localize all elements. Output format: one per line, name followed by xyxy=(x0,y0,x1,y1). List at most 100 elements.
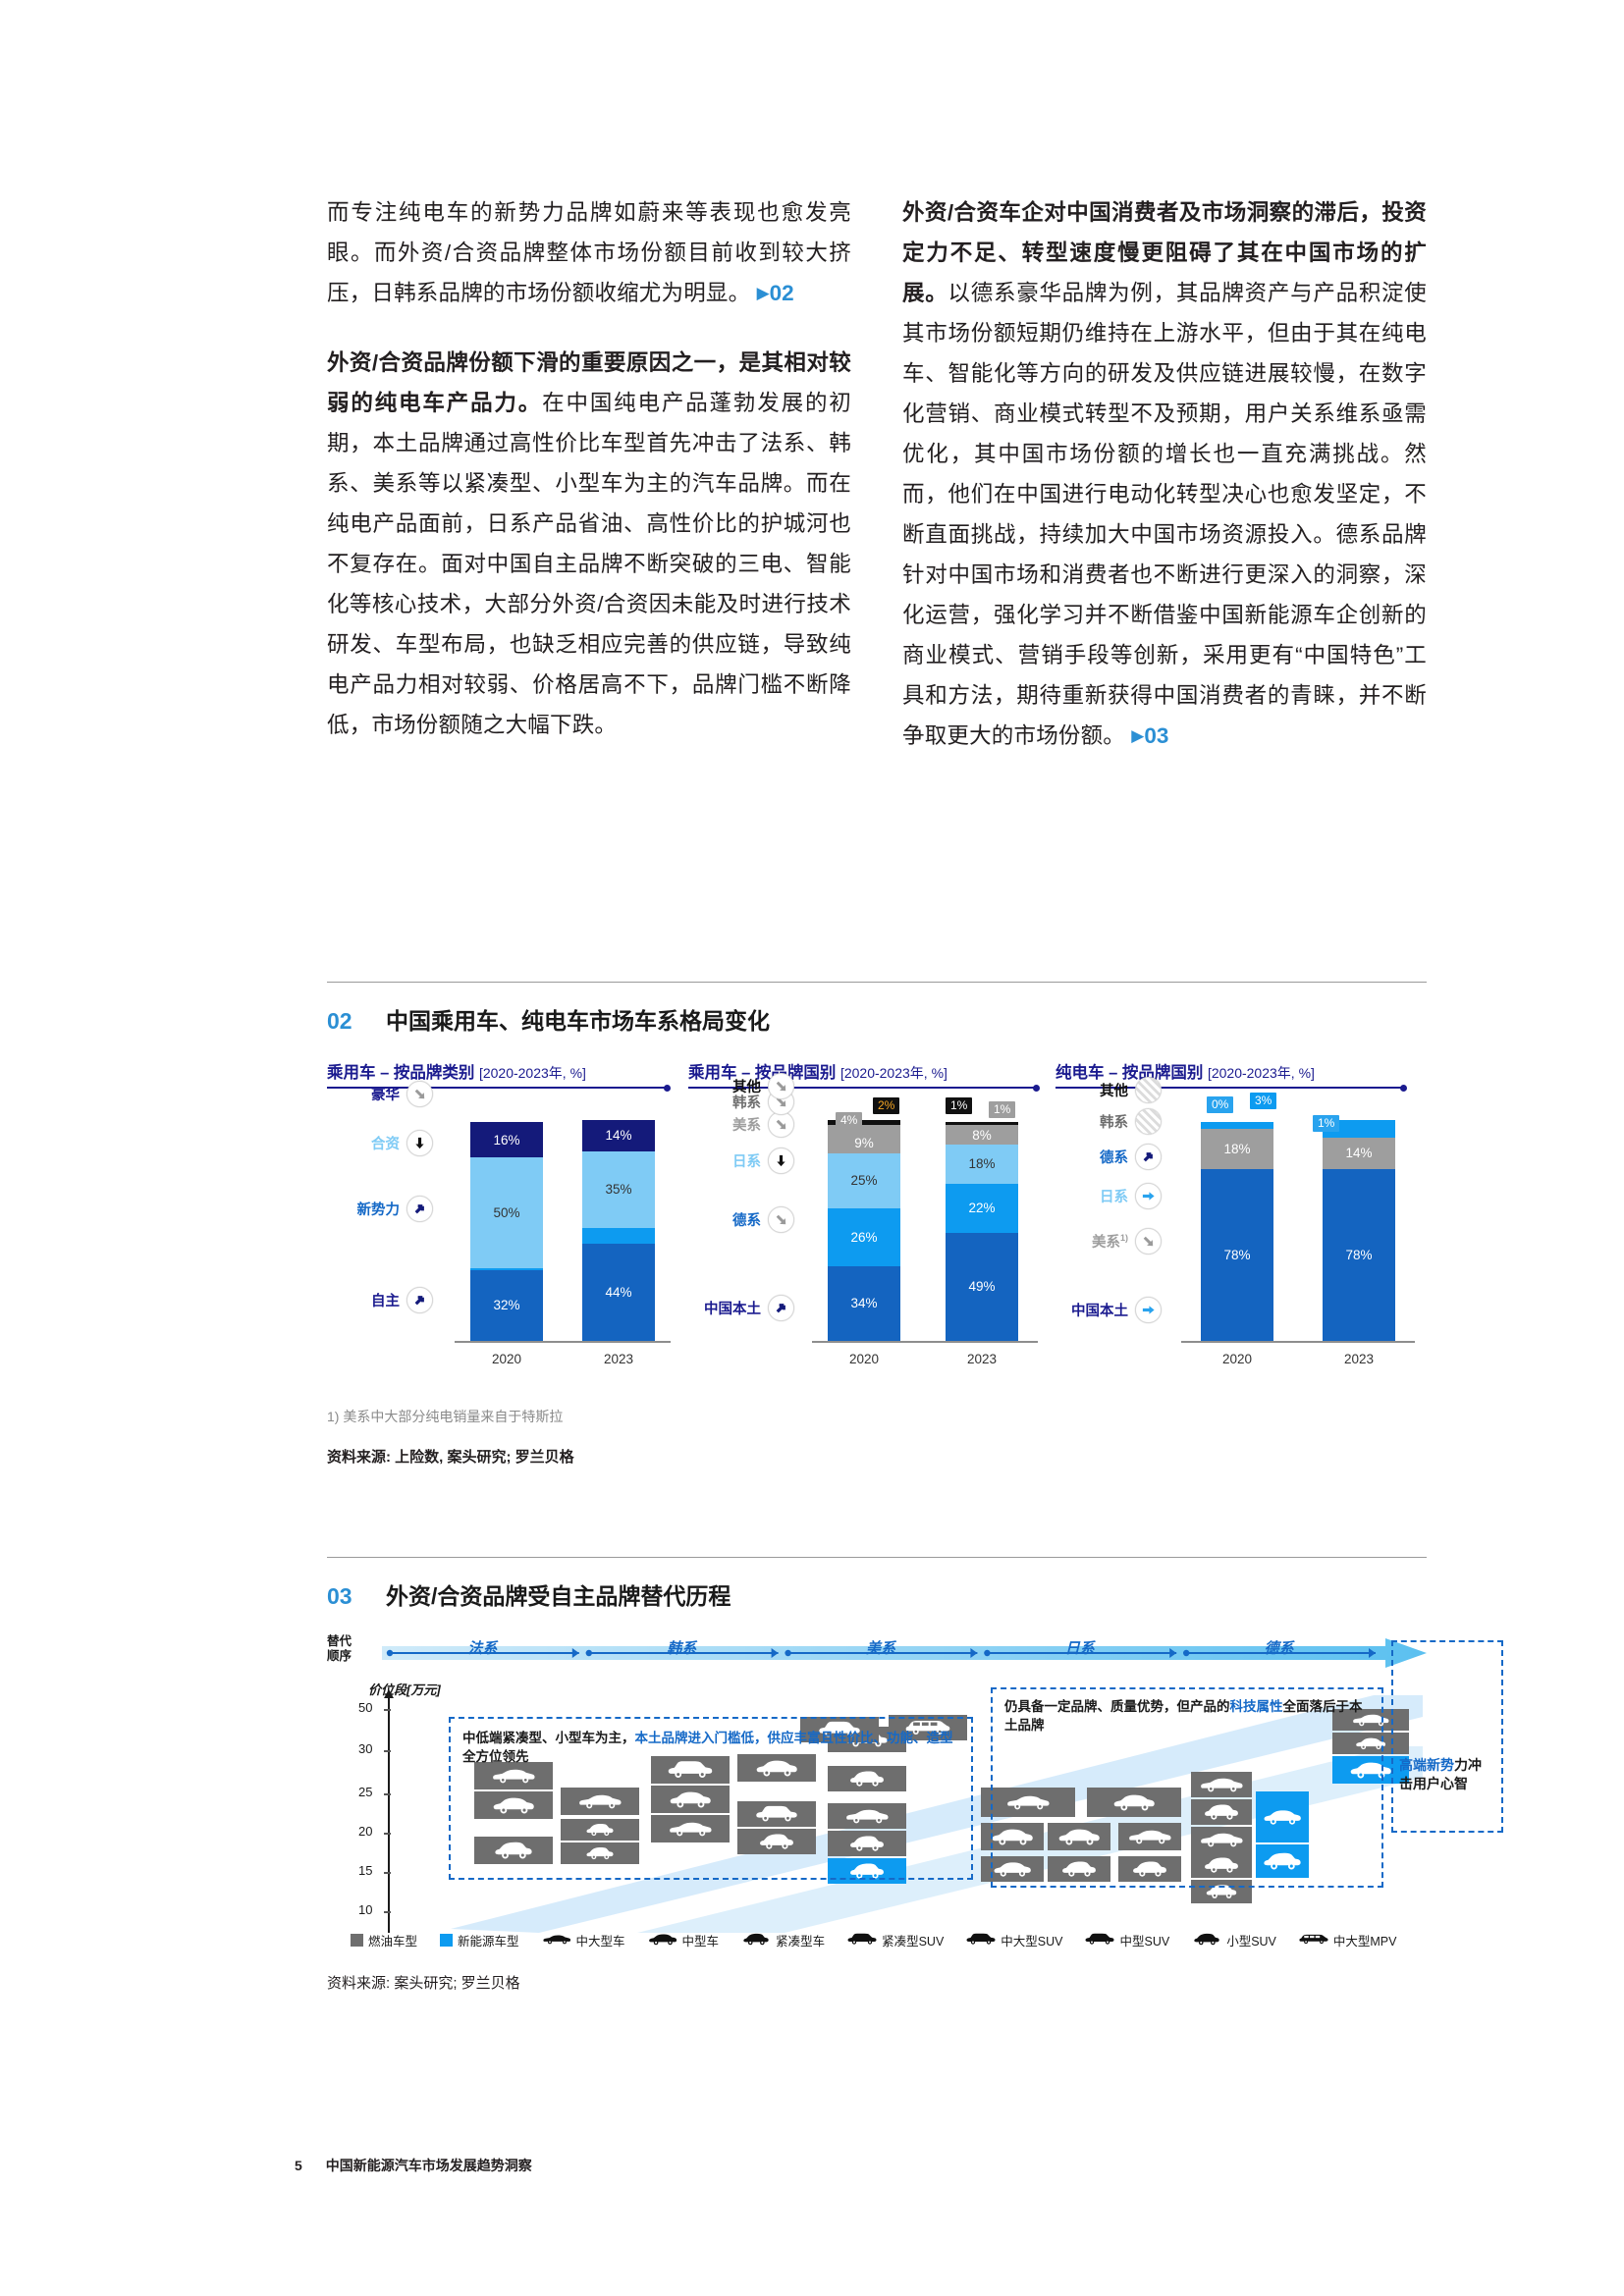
car-tile xyxy=(889,1715,967,1740)
legend-label: 新势力 xyxy=(356,1202,401,1218)
segment-value-label: 25% xyxy=(850,1173,878,1189)
arrow-up-right-icon xyxy=(406,1196,433,1222)
replacement-sequence-arrow xyxy=(382,1636,1427,1670)
x-axis-tick-2023: 2023 xyxy=(966,1352,998,1366)
annotation-box-box-left xyxy=(449,1717,973,1880)
legend-swatch xyxy=(351,1934,363,1947)
bar-segment-韩系 xyxy=(828,1124,900,1134)
legend-entry[interactable]: 小型SUV xyxy=(1192,1931,1276,1949)
legend-item-自主[interactable]: 自主 xyxy=(371,1287,433,1313)
legend-item-日系[interactable]: 日系 xyxy=(1100,1183,1162,1209)
bar-segment-德系: 22% xyxy=(946,1184,1018,1233)
y-axis-tick-20: 20 xyxy=(358,1824,373,1839)
stacked-bar-charts: 自主 新势力 合资 豪华 32% 50% 16% 2020 44% 35% 14% 2023 中国本土… xyxy=(327,1073,1427,1397)
legend-label: 中国本土 xyxy=(704,1302,761,1317)
arrow-down-right-icon xyxy=(1135,1228,1162,1255)
car-tile xyxy=(651,1815,730,1842)
legend-label: 韩系 xyxy=(1100,1115,1128,1131)
x-axis xyxy=(455,1341,671,1343)
legend-item-中国本土[interactable]: 中国本土 xyxy=(704,1295,794,1321)
legend-entry-label: 中大型车 xyxy=(575,1935,625,1949)
car-tile xyxy=(737,1829,816,1854)
legend-entry[interactable]: 中型SUV xyxy=(1085,1931,1169,1949)
legend-entry[interactable]: 新能源车型 xyxy=(440,1931,519,1949)
segment-callout-德系: 3% xyxy=(1250,1093,1277,1109)
legend-item-其他[interactable]: 其他 xyxy=(732,1073,794,1099)
segment-callout-其他: 1% xyxy=(989,1101,1016,1118)
car-tile xyxy=(1332,1709,1409,1731)
car-tile xyxy=(1256,1791,1309,1842)
legend-item-合资[interactable]: 合资 xyxy=(371,1130,433,1156)
bar-segment-豪华: 14% xyxy=(582,1120,655,1151)
bar-segment-豪华: 16% xyxy=(470,1122,543,1158)
x-axis xyxy=(812,1341,1038,1343)
legend-label: 自主 xyxy=(371,1294,400,1309)
legend-item-新势力[interactable]: 新势力 xyxy=(356,1196,433,1222)
exhibit-reference[interactable]: ▶02 xyxy=(756,281,794,305)
car-tile xyxy=(737,1754,816,1782)
exhibit-03-source: 资料来源: 案头研究; 罗兰贝格 xyxy=(327,1975,520,1992)
chart-plot: 34% 26% 25% 9% 4% 2% 2020 49% 22% 18% 8% 1% 1% 2023 xyxy=(798,1097,1056,1370)
hatched-circle-icon xyxy=(1135,1108,1162,1135)
annotation-run: 中低端紧凑型、小型车为主， xyxy=(462,1731,635,1745)
bar-segment-其他 xyxy=(828,1120,900,1125)
legend-entry-label: 新能源车型 xyxy=(458,1935,519,1949)
legend-entry[interactable]: 紧凑型SUV xyxy=(847,1931,944,1949)
bar-segment-自主: 32% xyxy=(470,1270,543,1341)
legend-entry[interactable]: 燃油车型 xyxy=(351,1931,417,1949)
legend-item-美系1)[interactable]: 美系1) xyxy=(1092,1228,1162,1255)
paragraph-lead-bold: 外资/合资车企对中国消费者及市场洞察的滞后，投资定力不足、转型速度慢更阻碍了其在… xyxy=(902,200,1427,305)
car-tile xyxy=(561,1788,639,1815)
legend-item-其他[interactable]: 其他 xyxy=(1100,1077,1162,1103)
x-axis-tick-2020: 2020 xyxy=(848,1352,880,1366)
annotation-run: 力冲击用户心智 xyxy=(1399,1757,1482,1791)
bar-segment-合资: 50% xyxy=(470,1157,543,1268)
exhibit-02-number: 02 xyxy=(327,1008,352,1034)
chart-legend: 中国本土 美系1) 日系 德系 韩系 其他 xyxy=(1056,1077,1165,1370)
exhibit-reference[interactable]: ▶03 xyxy=(1131,723,1169,748)
bar-segment-德系: 26% xyxy=(828,1208,900,1266)
segment-value-label: 18% xyxy=(1223,1141,1251,1156)
bar-segment-日系: 18% xyxy=(946,1144,1018,1185)
legend-item-德系[interactable]: 德系 xyxy=(1100,1144,1162,1170)
legend-item-德系[interactable]: 德系 xyxy=(732,1206,794,1233)
exhibit-03-header: 03 外资/合资品牌受自主品牌替代历程 xyxy=(327,1577,1427,1611)
compact-suv-icon xyxy=(847,1932,877,1949)
legend-item-美系[interactable]: 美系 xyxy=(732,1111,794,1138)
car-tile xyxy=(1256,1844,1309,1878)
legend-entry[interactable]: 中大型MPV xyxy=(1299,1931,1396,1949)
legend-item-中国本土[interactable]: 中国本土 xyxy=(1071,1297,1162,1323)
legend-entry[interactable]: 中大型车 xyxy=(542,1931,625,1949)
legend-item-韩系[interactable]: 韩系 xyxy=(1100,1108,1162,1135)
bar-segment-美系: 9% xyxy=(828,1133,900,1153)
arrow-right-icon xyxy=(1135,1183,1162,1209)
bar-2020: 78% 18% xyxy=(1201,1122,1273,1341)
exhibit-02-footnote: 1) 美系中大部分纯电销量来自于特斯拉 xyxy=(327,1409,564,1424)
bar-segment-合资: 35% xyxy=(582,1150,655,1229)
segment-callout-其他: 2% xyxy=(873,1097,900,1114)
bar-segment-美系1): 18% xyxy=(1201,1129,1273,1169)
left-text-column: 而专注纯电车的新势力品牌如蔚来等表现也愈发亮眼。而外资/合资品牌整体市场份额目前… xyxy=(327,192,851,785)
chart-3-title-bracket: [2020-2023年, %] xyxy=(1207,1065,1315,1081)
segment-value-label: 78% xyxy=(1223,1247,1251,1262)
segment-callout-韩系: 1% xyxy=(946,1097,973,1114)
legend-entry[interactable]: 中型车 xyxy=(648,1931,719,1949)
bar-segment-其他 xyxy=(946,1122,1018,1125)
chart-3-title-text: 纯电车 – 按品牌国别 xyxy=(1056,1064,1204,1082)
legend-item-日系[interactable]: 日系 xyxy=(732,1148,794,1174)
vehicle-type-legend: 燃油车型 新能源车型 中大型车 中型车 紧凑型车 紧凑型SUV 中大型SUV 中型SUV 小型S… xyxy=(351,1931,1410,1949)
legend-item-豪华[interactable]: 豪华 xyxy=(371,1081,433,1107)
arrow-down-right-icon xyxy=(406,1081,433,1107)
car-tile xyxy=(1118,1823,1181,1850)
arrow-up-right-icon xyxy=(768,1295,794,1321)
legend-entry[interactable]: 中大型SUV xyxy=(966,1931,1062,1949)
car-tile xyxy=(474,1837,553,1864)
exhibit-02-source: 资料来源: 上险数, 案头研究; 罗兰贝格 xyxy=(327,1449,574,1466)
chart-1-title: 乘用车 – 按品牌类别 [2020-2023年, %] xyxy=(327,1059,688,1092)
y-axis-tick-mark xyxy=(384,1833,391,1835)
legend-entry[interactable]: 紧凑型车 xyxy=(741,1931,825,1949)
y-axis-tick-mark xyxy=(384,1709,391,1711)
suv-large-icon xyxy=(966,1932,996,1949)
compact-car-icon xyxy=(741,1932,771,1949)
